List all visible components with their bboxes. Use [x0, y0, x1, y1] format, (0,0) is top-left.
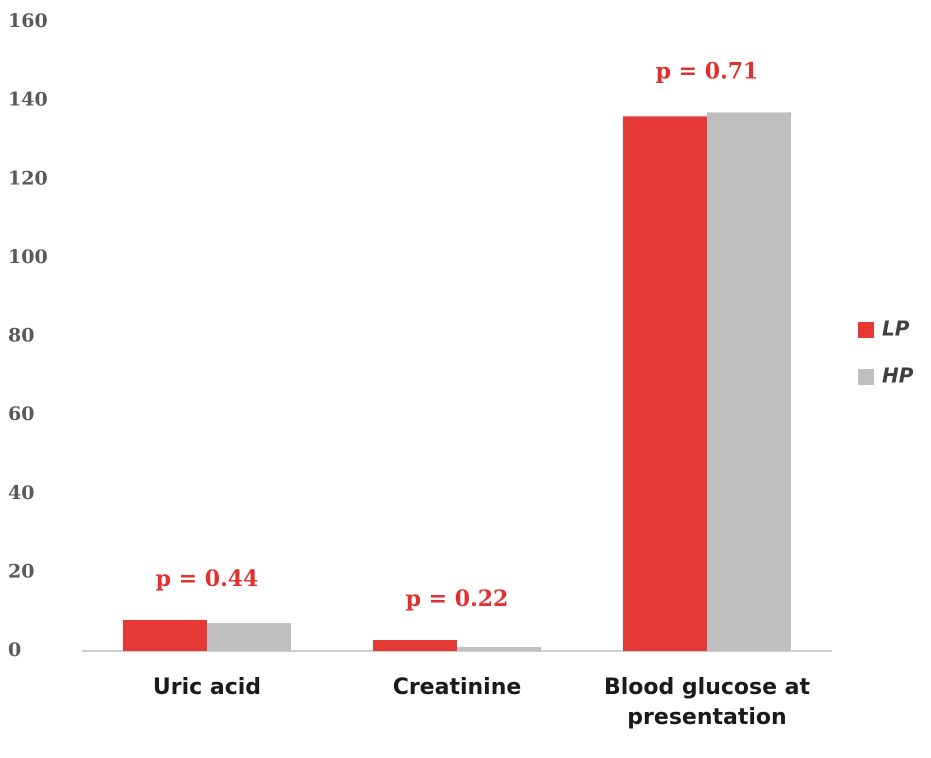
bar	[123, 619, 207, 651]
y-tick-label: 140	[8, 89, 48, 111]
y-tick-label: 0	[8, 639, 21, 661]
legend-swatch	[858, 322, 874, 338]
bar	[707, 112, 791, 651]
legend-label: HP	[882, 364, 914, 388]
bar	[623, 116, 707, 652]
bar	[457, 647, 541, 651]
y-tick-label: 120	[8, 167, 48, 189]
y-tick-label: 80	[8, 325, 34, 347]
y-tick-label: 20	[8, 560, 34, 582]
x-tick-label: Blood glucose at presentation	[603, 675, 811, 730]
p-value-annotation: p = 0.22	[406, 586, 509, 612]
legend-label: LP	[882, 317, 910, 341]
x-tick-label: Uric acid	[152, 675, 262, 700]
legend-swatch	[858, 369, 874, 385]
y-tick-label: 160	[8, 10, 48, 32]
p-value-annotation: p = 0.71	[656, 58, 759, 84]
bar	[207, 623, 291, 651]
y-tick-label: 40	[8, 482, 34, 504]
y-tick-label: 100	[8, 246, 48, 268]
p-value-annotation: p = 0.44	[156, 566, 259, 592]
x-tick-label: Creatinine	[392, 675, 522, 700]
bar	[373, 639, 457, 651]
y-tick-label: 60	[8, 403, 34, 425]
